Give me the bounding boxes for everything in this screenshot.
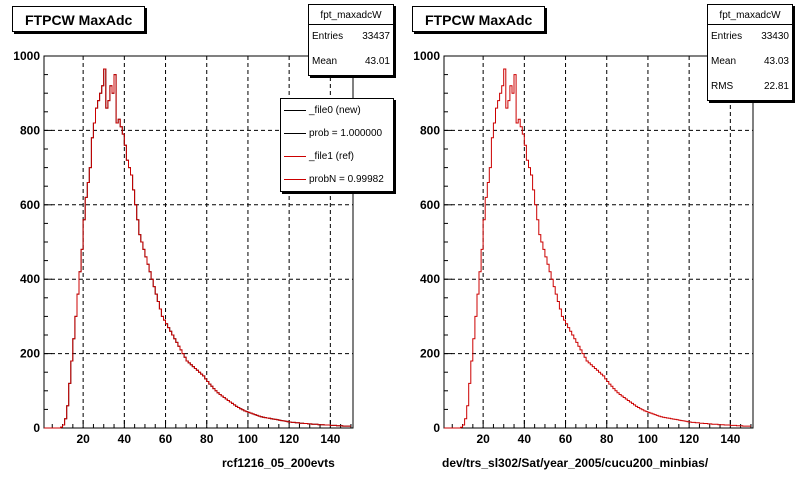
histogram-series-1 (44, 68, 351, 429)
right-stats-rms-row: RMS 22.81 (708, 75, 792, 100)
y-tick-label: 800 (420, 123, 440, 137)
legend-label-file0: _file0 (new) (309, 105, 361, 116)
x-tick-label: 140 (320, 432, 340, 446)
histogram-series-0 (444, 68, 751, 429)
x-tick-label: 120 (279, 432, 299, 446)
legend-entry-prob: prob = 1.000000 (281, 122, 393, 145)
left-chart-title: FTPCW MaxAdc (12, 6, 146, 32)
legend-entry-file1: _file1 (ref) (281, 145, 393, 168)
x-tick-label: 100 (238, 432, 258, 446)
left-stats-mean-label: Mean (312, 56, 338, 67)
legend-entry-probn: probN = 0.99982 (281, 168, 393, 191)
left-stats-mean-row: Mean 43.01 (309, 50, 393, 75)
y-tick-label: 600 (20, 198, 40, 212)
right-stats-mean-row: Mean 43.03 (708, 50, 792, 75)
x-tick-label: 20 (476, 432, 490, 446)
right-stats-mean-value: 43.03 (763, 56, 789, 67)
x-tick-label: 100 (638, 432, 658, 446)
left-stats-mean-value: 43.01 (364, 56, 390, 67)
right-chart-title: FTPCW MaxAdc (412, 6, 546, 32)
left-stats-entries-row: Entries 33437 (309, 25, 393, 50)
legend-label-prob: prob = 1.000000 (309, 128, 383, 139)
y-tick-label: 400 (420, 272, 440, 286)
x-tick-label: 40 (118, 432, 132, 446)
legend-label-file1: _file1 (ref) (309, 151, 355, 162)
legend-label-probn: probN = 0.99982 (309, 174, 384, 185)
y-tick-label: 0 (33, 421, 40, 435)
y-tick-label: 0 (433, 421, 440, 435)
right-stats-rms-label: RMS (711, 81, 734, 92)
right-stats-entries-label: Entries (711, 31, 743, 42)
left-chart-panel: 20 40 60 80 100 120 140 0 200 400 600 800 1000 FTPCW… (12, 4, 394, 470)
left-x-axis-label: rcf1216_05_200evts (222, 456, 335, 470)
legend-line-probn (284, 179, 306, 180)
y-tick-label: 200 (20, 347, 40, 361)
legend-box: _file0 (new) prob = 1.000000 _file1 (ref… (280, 98, 394, 192)
left-stats-box: fpt_maxadcW Entries 33437 Mean 43.01 (308, 4, 394, 76)
right-stats-entries-row: Entries 33430 (708, 25, 792, 50)
y-tick-label: 200 (420, 347, 440, 361)
left-stats-name: fpt_maxadcW (309, 5, 393, 25)
y-tick-label: 600 (420, 198, 440, 212)
right-stats-box: fpt_maxadcW Entries 33430 Mean 43.03 RMS… (707, 4, 793, 101)
right-histogram-plot: 20 40 60 80 100 120 140 0 200 400 600 800 1000 (413, 49, 754, 446)
right-stats-rms-value: 22.81 (763, 81, 789, 92)
right-x-axis-label: dev/trs_sl302/Sat/year_2005/cucu200_minb… (442, 456, 709, 470)
y-tick-label: 1000 (413, 49, 440, 63)
x-tick-label: 80 (200, 432, 214, 446)
x-tick-label: 60 (159, 432, 173, 446)
y-tick-label: 1000 (13, 49, 40, 63)
left-stats-entries-value: 33437 (362, 31, 390, 42)
x-tick-label: 140 (720, 432, 740, 446)
right-stats-entries-value: 33430 (761, 31, 789, 42)
y-tick-label: 800 (20, 123, 40, 137)
x-tick-label: 80 (600, 432, 614, 446)
legend-line-file1 (284, 156, 306, 157)
right-stats-mean-label: Mean (711, 56, 737, 67)
x-tick-label: 40 (518, 432, 532, 446)
x-tick-label: 60 (559, 432, 573, 446)
x-tick-label: 120 (679, 432, 699, 446)
y-tick-label: 400 (20, 272, 40, 286)
legend-entry-file0: _file0 (new) (281, 99, 393, 122)
left-stats-entries-label: Entries (312, 31, 344, 42)
right-chart-panel: 20 40 60 80 100 120 140 0 200 400 600 800 1000 FTPCW… (400, 0, 800, 480)
legend-line-file0 (284, 110, 306, 111)
legend-line-prob (284, 133, 306, 134)
right-stats-name: fpt_maxadcW (708, 5, 792, 25)
x-tick-label: 20 (76, 432, 90, 446)
